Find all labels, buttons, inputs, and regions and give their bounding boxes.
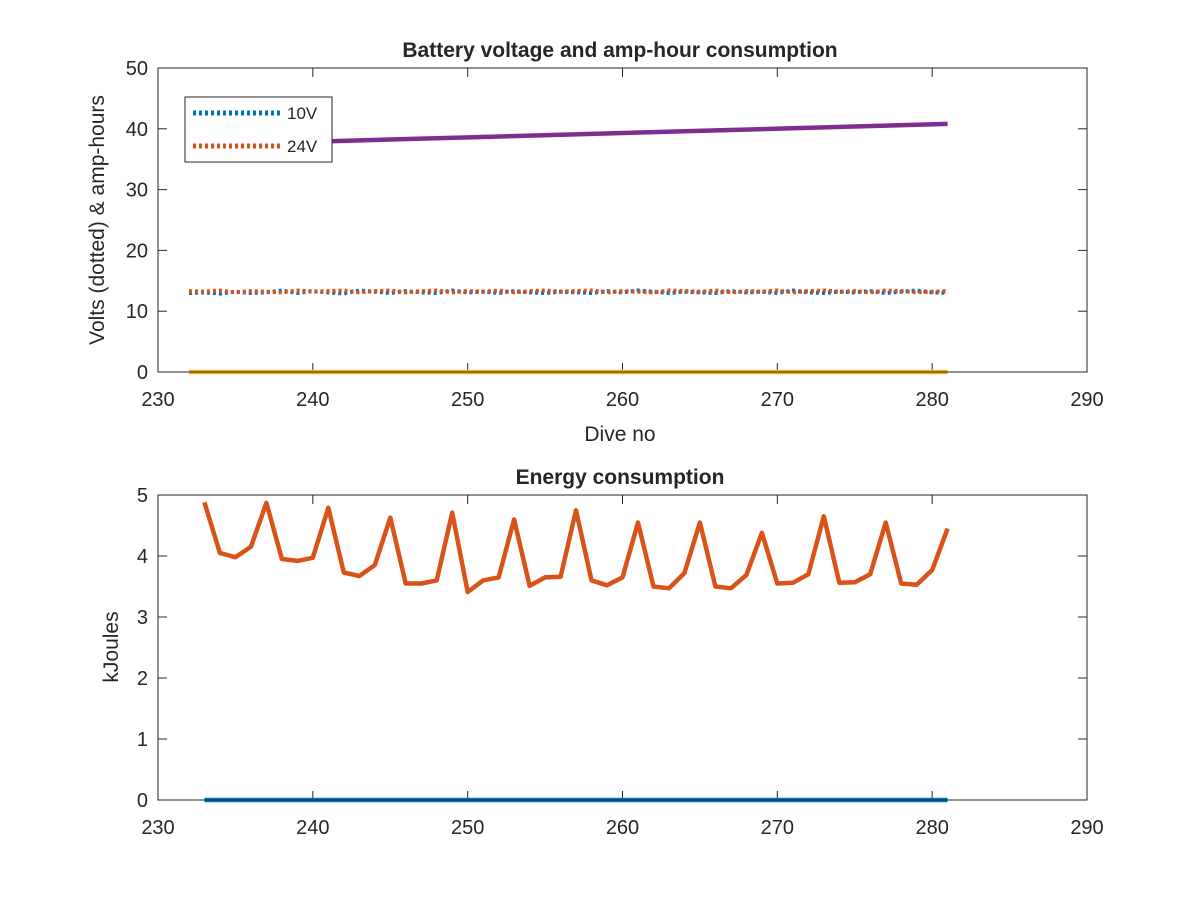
battery-xtick-label: 260	[606, 389, 639, 411]
battery-xtick-label: 290	[1070, 389, 1103, 411]
energy-xtick-label: 250	[451, 817, 484, 839]
battery-ytick-label: 0	[137, 362, 148, 384]
energy-ytick-label: 2	[137, 668, 148, 690]
legend: 10V 24V	[184, 96, 333, 163]
battery-ytick-label: 50	[126, 58, 148, 80]
energy-series-line-1	[202, 500, 950, 595]
energy-xtick-label: 260	[606, 817, 639, 839]
energy-xtick-label: 240	[296, 817, 329, 839]
battery-plot-xlabel: Dive no	[584, 423, 655, 446]
battery-plot-ticks: 230 240 250 260 270 280 290 0 10 20 30 40 50	[126, 58, 1104, 411]
energy-xtick-label: 280	[915, 817, 948, 839]
battery-plot-axes-box	[157, 67, 1088, 373]
energy-plot-axes-box	[157, 494, 1088, 801]
battery-xtick-label: 280	[915, 389, 948, 411]
battery-ytick-label: 40	[126, 119, 148, 141]
legend-label-24v: 24V	[287, 137, 318, 156]
battery-ytick-label: 10	[126, 301, 148, 323]
energy-ytick-label: 1	[137, 729, 148, 751]
battery-xtick-label: 250	[451, 389, 484, 411]
energy-plot-title: Energy consumption	[516, 466, 725, 489]
legend-label-10v: 10V	[287, 104, 318, 123]
battery-plot-title: Battery voltage and amp-hour consumption	[402, 39, 837, 62]
energy-ytick-label: 3	[137, 607, 148, 629]
battery-series-24v	[188, 288, 948, 295]
legend-box	[184, 96, 333, 163]
energy-xtick-label: 270	[761, 817, 794, 839]
energy-ytick-label: 4	[137, 546, 148, 568]
energy-plot-ticks: 230 240 250 260 270 280 290 0 1 2 3 4 5	[137, 485, 1104, 839]
battery-plot-ylabel: Volts (dotted) & amp-hours	[86, 95, 109, 345]
battery-xtick-label: 230	[141, 389, 174, 411]
battery-ytick-label: 30	[126, 180, 148, 202]
energy-plot-ylabel: kJoules	[100, 611, 123, 682]
energy-xtick-label: 290	[1070, 817, 1103, 839]
energy-ytick-label: 5	[137, 485, 148, 507]
energy-ytick-label: 0	[137, 790, 148, 812]
battery-ytick-label: 20	[126, 240, 148, 262]
energy-xtick-label: 230	[141, 817, 174, 839]
battery-voltage-plot: Battery voltage and amp-hour consumption…	[86, 39, 1104, 446]
energy-consumption-plot: Energy consumption kJoules 230 240 250 260 2…	[100, 466, 1104, 839]
battery-xtick-label: 270	[761, 389, 794, 411]
battery-xtick-label: 240	[296, 389, 329, 411]
